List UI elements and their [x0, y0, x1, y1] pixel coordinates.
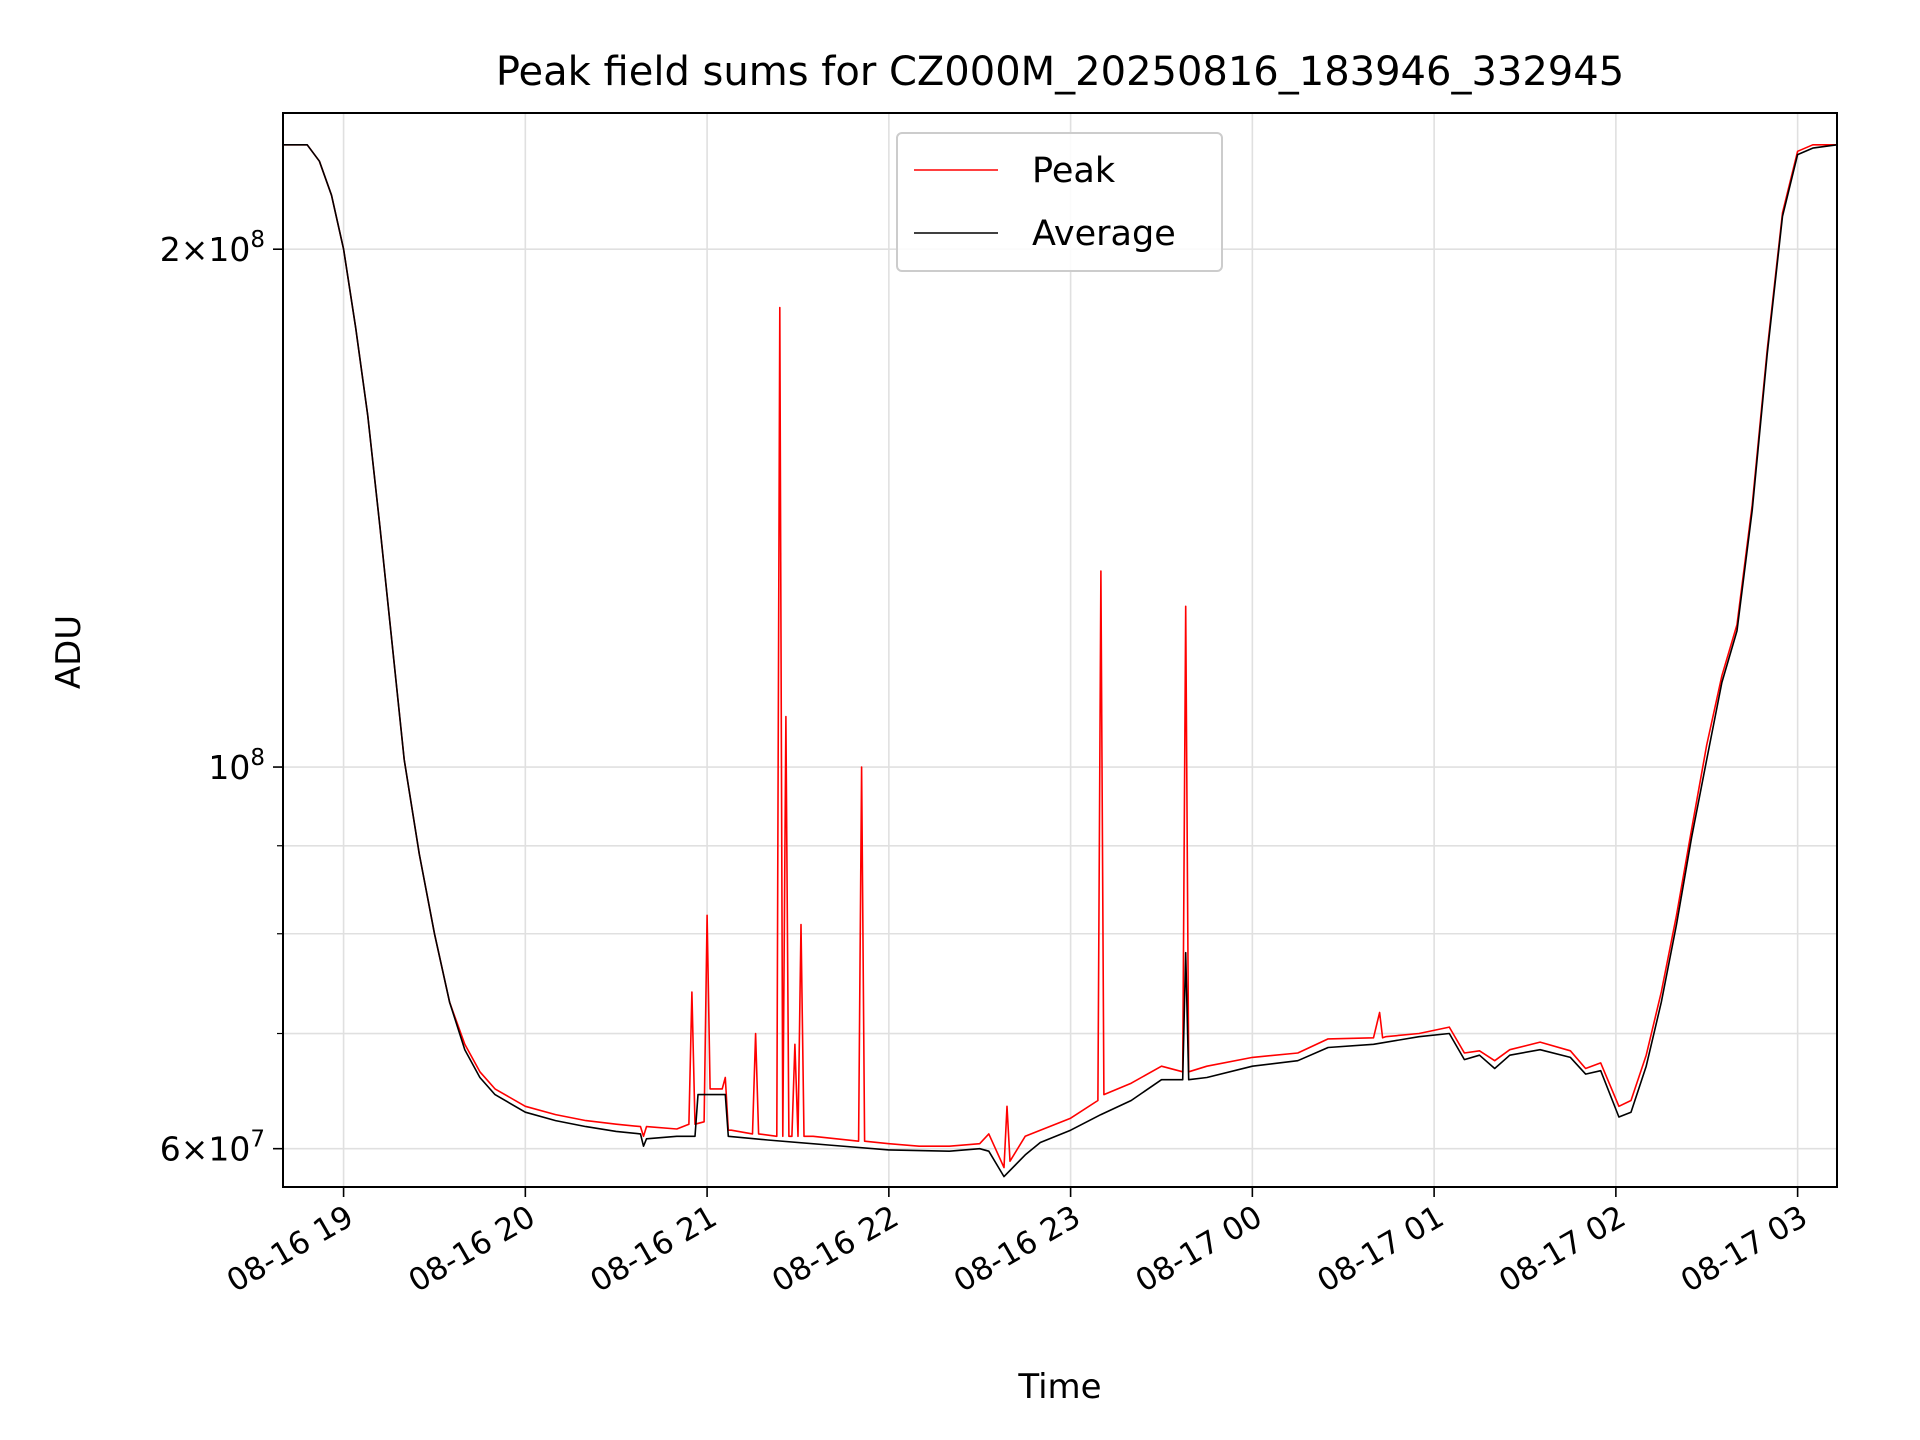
y-tick-label: 2×108 — [160, 227, 265, 269]
y-tick-label: 108 — [208, 745, 265, 787]
legend-label-average: Average — [1032, 214, 1176, 254]
plot-frame — [282, 112, 1838, 1188]
y-tick-label-mantissa: 2× — [160, 230, 209, 269]
series-line-peak — [283, 144, 1837, 1169]
legend-label-peak: Peak — [1032, 151, 1116, 191]
y-tick-label: 6×107 — [160, 1127, 265, 1169]
y-axis-label: ADU — [49, 615, 89, 689]
y-tick-label-exponent: 8 — [250, 227, 265, 253]
y-tick-label-base: 10 — [208, 1130, 250, 1169]
x-axis-label: Time — [1017, 1367, 1101, 1407]
series-layer — [283, 144, 1837, 1178]
chart-title: Peak field sums for CZ000M_20250816_1839… — [496, 49, 1624, 95]
y-tick-label-base: 10 — [208, 230, 250, 269]
y-tick-label-mantissa: 6× — [160, 1130, 209, 1169]
series-line-average — [283, 144, 1837, 1178]
y-tick-label-exponent: 7 — [250, 1127, 265, 1153]
legend: Peak Average — [896, 132, 1223, 272]
legend-box — [896, 132, 1223, 272]
y-tick-label-base: 10 — [208, 748, 250, 787]
y-tick-label-exponent: 8 — [250, 745, 265, 771]
